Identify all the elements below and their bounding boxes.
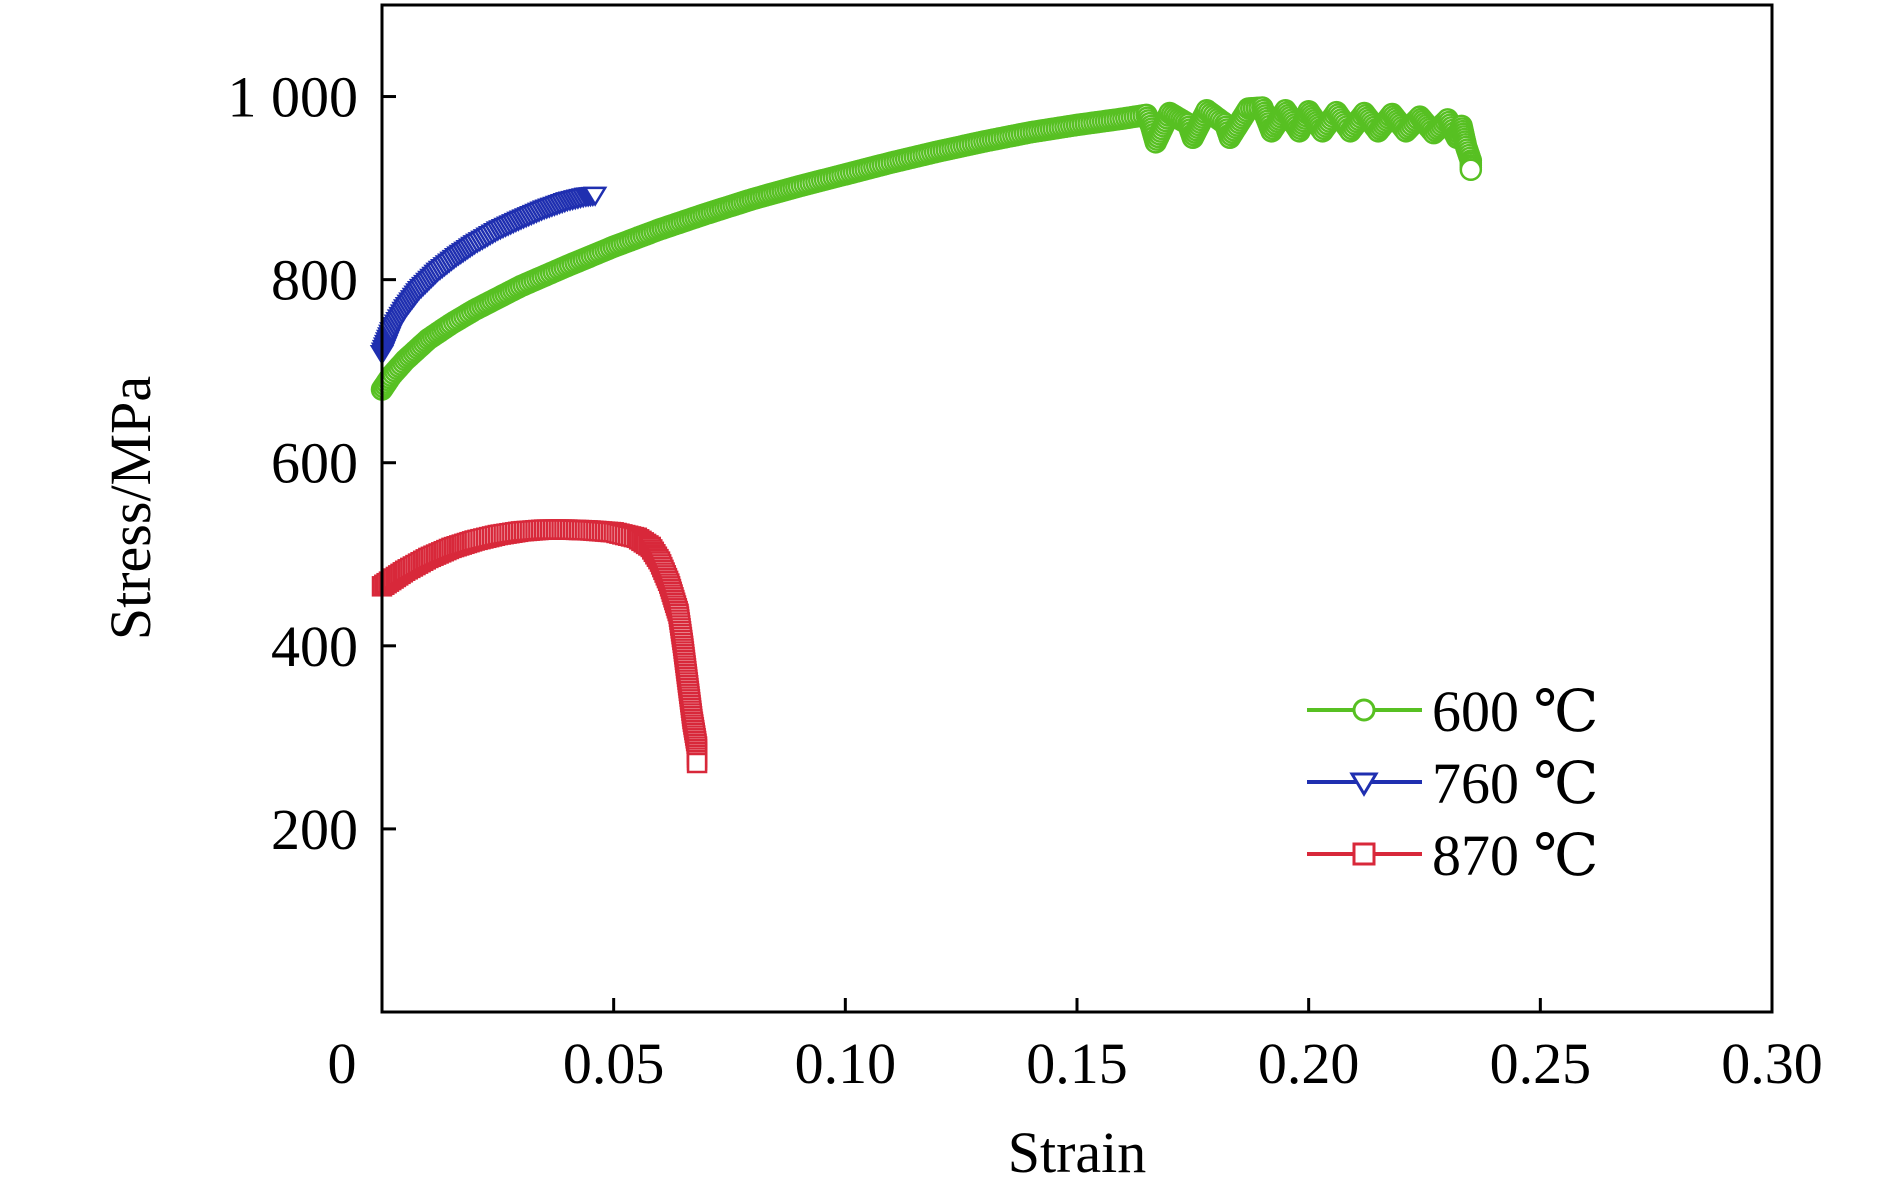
x-tick-label: 0 bbox=[328, 1031, 357, 1096]
legend-marker-760 bbox=[1349, 772, 1379, 797]
x-tick-label: 0.15 bbox=[1026, 1031, 1128, 1096]
legend-label-760: 760 ℃ bbox=[1432, 751, 1598, 816]
y-axis-title: Stress/MPa bbox=[98, 376, 163, 640]
legend-label-870: 870 ℃ bbox=[1432, 823, 1598, 888]
y-tick-label: 1 000 bbox=[228, 65, 359, 130]
x-tick-label: 0.10 bbox=[795, 1031, 897, 1096]
x-tick-label: 0.25 bbox=[1490, 1031, 1592, 1096]
y-tick-label: 200 bbox=[271, 797, 358, 862]
data-point bbox=[582, 186, 608, 207]
data-point bbox=[686, 752, 708, 774]
series-600 bbox=[370, 96, 1483, 401]
markers-layer bbox=[369, 96, 1483, 774]
ticks-layer: 0 0.05 0.10 0.15 0.20 0.25 0.30 200 400 600 800 1 0… bbox=[228, 65, 1823, 1096]
x-tick-label: 0.20 bbox=[1258, 1031, 1360, 1096]
x-axis-title: Strain bbox=[1008, 1120, 1147, 1185]
data-point bbox=[1459, 158, 1483, 182]
legend-item-870: 870 ℃ bbox=[1307, 823, 1598, 888]
x-tick-label: 0.05 bbox=[563, 1031, 665, 1096]
y-tick-label: 400 bbox=[271, 614, 358, 679]
series-870 bbox=[371, 519, 708, 774]
y-tick-label: 800 bbox=[271, 248, 358, 313]
series-760 bbox=[369, 186, 608, 366]
legend-marker-870 bbox=[1352, 842, 1376, 866]
legend-item-760: 760 ℃ bbox=[1307, 751, 1598, 816]
y-tick-label: 600 bbox=[271, 431, 358, 496]
x-tick-label: 0.30 bbox=[1721, 1031, 1823, 1096]
legend: 600 ℃ 760 ℃ 870 ℃ bbox=[1307, 679, 1598, 888]
legend-item-600: 600 ℃ bbox=[1307, 679, 1598, 744]
legend-label-600: 600 ℃ bbox=[1432, 679, 1598, 744]
legend-marker-600 bbox=[1352, 698, 1376, 722]
